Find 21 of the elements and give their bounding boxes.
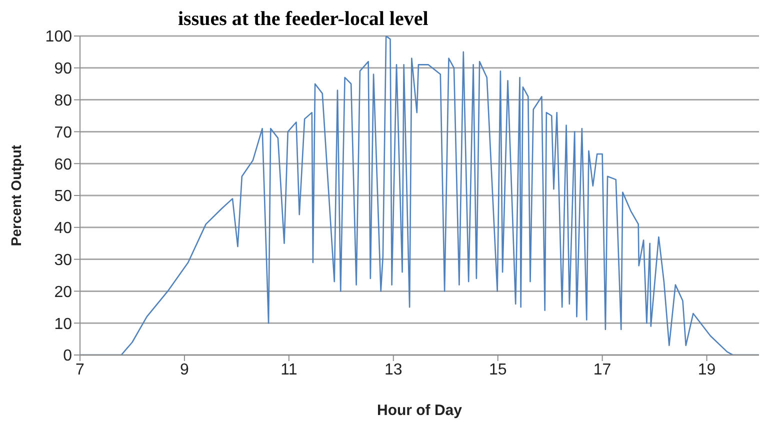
x-tick-label: 15	[488, 361, 507, 378]
y-tick-label: 40	[54, 220, 72, 238]
x-tick-label: 11	[280, 361, 298, 378]
y-tick-label: 20	[54, 284, 72, 301]
y-tick-label: 30	[54, 252, 72, 269]
x-tick-label: 7	[76, 361, 85, 378]
y-tick-label: 70	[54, 124, 72, 142]
y-tick-label: 50	[54, 188, 72, 206]
y-axis-title: Percent Output	[8, 144, 24, 246]
chart-title: issues at the feeder-local level	[177, 8, 430, 30]
y-tick-label: 0	[63, 348, 72, 365]
x-tick-label: 17	[593, 361, 612, 378]
x-axis-title: Hour of Day	[376, 402, 463, 419]
x-tick-label: 9	[180, 361, 190, 378]
y-tick-label: 80	[54, 92, 72, 110]
y-tick-label: 10	[54, 316, 72, 333]
y-tick-label: 60	[54, 156, 72, 174]
x-tick-label: 19	[698, 361, 716, 378]
y-tick-label: 90	[54, 60, 72, 78]
x-tick-label: 13	[384, 361, 402, 378]
y-tick-label: 100	[45, 28, 72, 46]
